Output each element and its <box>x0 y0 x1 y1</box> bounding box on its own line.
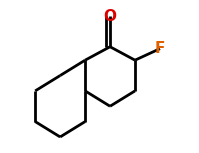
Text: F: F <box>155 41 165 56</box>
Text: O: O <box>103 9 117 24</box>
